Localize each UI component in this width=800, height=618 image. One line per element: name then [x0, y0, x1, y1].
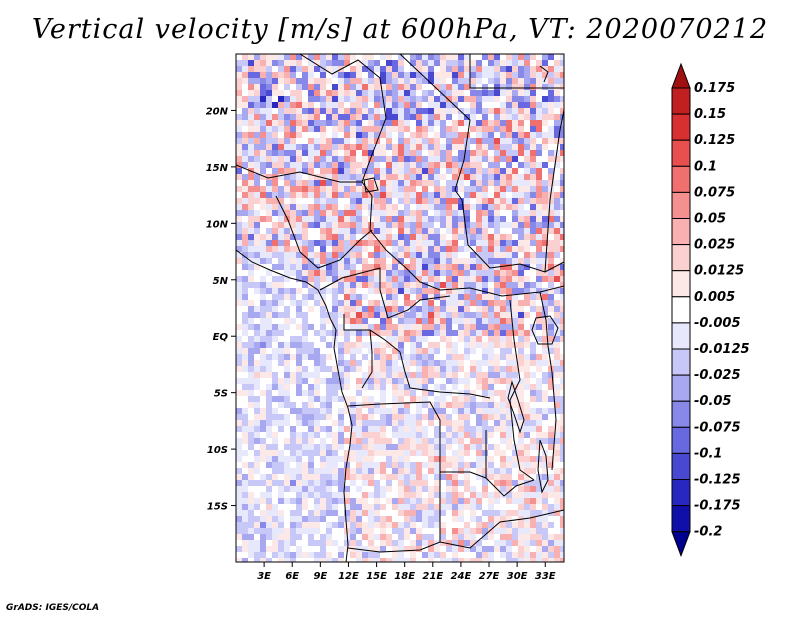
border-sahara — [299, 54, 564, 297]
lat-tick-label: 20N — [206, 106, 229, 117]
border-zambia — [485, 430, 535, 497]
west-africa-coastline — [236, 249, 353, 562]
red-sea-coast — [539, 65, 549, 83]
colorbar-box — [671, 296, 691, 324]
border-angola-drc — [347, 401, 487, 479]
lat-tick-label: 15N — [206, 163, 229, 174]
border-gabon-congo — [361, 329, 373, 389]
colorbar-label: 0.125 — [694, 133, 735, 148]
colorbar-label: -0.1 — [694, 446, 722, 461]
colorbar-box — [671, 505, 691, 533]
border-niger-nigeria — [236, 164, 362, 183]
colorbar-label: -0.2 — [694, 525, 722, 540]
colorbar-box — [671, 218, 691, 246]
border-nigeria-cameroon — [275, 195, 373, 269]
border-nile — [469, 54, 564, 89]
lon-tick-label: 6E — [285, 571, 299, 582]
colorbar-box — [671, 244, 691, 272]
colorbar-label: 0.025 — [694, 238, 735, 253]
colorbar-box — [671, 374, 691, 402]
colorbar-box — [671, 322, 691, 350]
lon-tick-label: 27E — [479, 571, 500, 582]
colorbar-label: 0.1 — [694, 159, 717, 174]
lat-tick-label: 10S — [207, 445, 228, 456]
lake-tanganyika — [507, 380, 525, 434]
velocity-field — [236, 54, 564, 562]
colorbar-label: 0.005 — [694, 290, 735, 305]
colorbar-label: 0.05 — [694, 212, 726, 227]
credit-text: GrADS: IGES/COLA — [6, 603, 100, 613]
colorbar-label: -0.05 — [694, 394, 731, 409]
lon-tick-label: 33E — [535, 571, 556, 582]
colorbar-label: 0.075 — [694, 185, 735, 200]
colorbar-box — [671, 191, 691, 219]
colorbar-box — [671, 479, 691, 507]
map-axes: 3E 6E 9E 12E 15E 18E 21E 24E 27E 30E 33E 20N 15N 10N 5… — [206, 106, 556, 582]
lon-tick-label: 9E — [313, 571, 327, 582]
colorbar-label: -0.175 — [694, 499, 741, 514]
border-cameroon-car — [319, 267, 451, 319]
lon-tick-label: 30E — [507, 571, 528, 582]
colorbar-label: -0.005 — [694, 316, 741, 331]
colorbar-box — [671, 165, 691, 193]
lat-tick-label: 15S — [207, 502, 228, 513]
lake-victoria — [531, 315, 559, 345]
colorbar-label: 0.175 — [694, 81, 735, 96]
colorbar-label: 0.0125 — [694, 264, 744, 279]
colorbar-box — [671, 270, 691, 298]
colorbar-top-arrow — [671, 62, 691, 89]
border-horn — [544, 109, 564, 273]
lat-tick-label: 5N — [213, 276, 229, 287]
colorbar: 0.175 0.15 0.125 0.1 0.075 0.05 0.025 0.0125 0.0… — [671, 62, 750, 558]
colorbar-label: 0.15 — [694, 107, 726, 122]
lon-tick-label: 21E — [422, 571, 443, 582]
border-east-africa — [539, 291, 557, 471]
colorbar-box — [671, 113, 691, 141]
map-figure: 3E 6E 9E 12E 15E 18E 21E 24E 27E 30E 33E 20N 15N 10N 5… — [206, 53, 750, 582]
colorbar-box — [671, 139, 691, 167]
map-frame — [235, 53, 565, 563]
lon-tick-label: 15E — [366, 571, 387, 582]
colorbar-label: -0.025 — [694, 368, 741, 383]
colorbar-bottom-arrow — [671, 531, 691, 558]
lon-tick-label: 3E — [257, 571, 271, 582]
border-congo-basin — [343, 314, 491, 399]
colorbar-box — [671, 426, 691, 454]
colorbar-box — [671, 400, 691, 428]
lat-tick-label: EQ — [213, 332, 229, 343]
lat-tick-label: 5S — [214, 389, 228, 400]
colorbar-box — [671, 348, 691, 376]
colorbar-label: -0.0125 — [694, 342, 750, 357]
lat-tick-label: 10N — [206, 219, 229, 230]
border-libya-egypt — [399, 54, 564, 273]
border-southern — [347, 509, 564, 553]
colorbar-label: -0.075 — [694, 420, 741, 435]
lon-tick-label: 18E — [394, 571, 415, 582]
colorbar-box — [671, 452, 691, 480]
lon-tick-label: 24E — [451, 571, 472, 582]
map-title: Vertical velocity [m/s] at 600hPa, VT: 2… — [31, 14, 769, 45]
lon-tick-label: 12E — [338, 571, 359, 582]
border-east-rift — [509, 299, 535, 481]
colorbar-label: -0.125 — [694, 473, 741, 488]
lake-chad — [363, 177, 379, 193]
lake-malawi — [537, 439, 549, 494]
colorbar-box — [671, 87, 691, 115]
country-borders — [236, 54, 564, 562]
